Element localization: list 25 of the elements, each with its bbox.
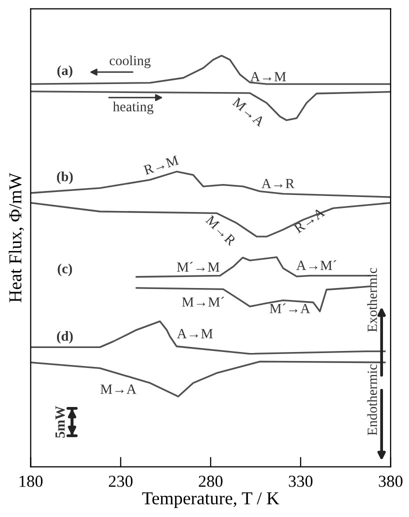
x-tick-label: 380 [378,476,402,487]
annotation: Endothermic [367,364,377,436]
annotation: 5mW [56,406,65,438]
annotation: M´→A [270,303,310,314]
annotation: (b) [56,171,73,184]
x-tick-label: 230 [108,476,133,487]
x-tick-label: 280 [198,476,222,487]
annotation: R→M [143,155,180,175]
annotation: M´→M [177,262,220,272]
annotation: (c) [58,264,72,276]
x-tick-label: 180 [20,476,43,487]
y-axis-title: Heat Flux, Φ/mW [8,172,24,302]
annotation: Exothermic [367,268,377,332]
annotation: (d) [56,331,73,344]
annotation: cooling [110,56,151,68]
annotation: A→M [250,72,286,82]
x-axis-title: Temperature, T / K [142,492,280,508]
annotation: A→M´ [296,260,336,270]
annotation: A→M [176,329,213,338]
annotation: M→M´ [182,296,224,307]
annotation: M→A [100,384,136,394]
annotation: heating [112,102,154,114]
annotation: (a) [57,65,72,78]
annotation: A→R [261,178,295,188]
x-tick-label: 330 [288,476,312,487]
